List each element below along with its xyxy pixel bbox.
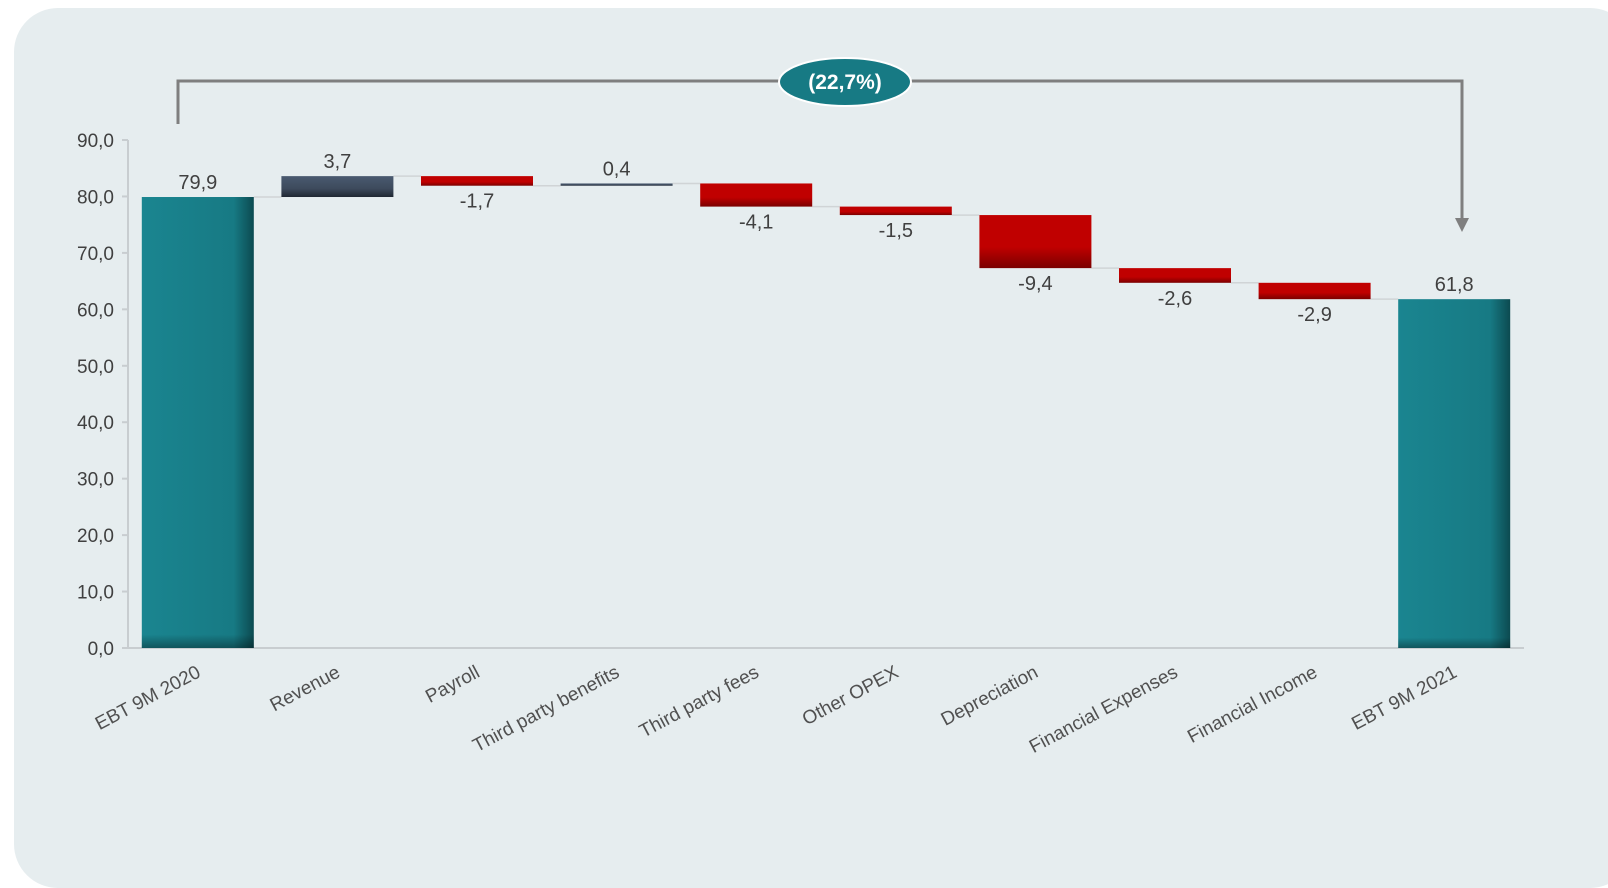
change-badge <box>778 57 912 107</box>
annotation-layer: (22,7%) <box>176 57 1469 232</box>
axis-layer: 0,0 10,0 20,0 30,0 40,0 50,0 60,0 70,0 80,0 90,0 <box>77 131 1524 660</box>
y-tick-label: 60,0 <box>77 300 114 321</box>
y-tick-label: 20,0 <box>77 526 114 547</box>
label-layer: 79,9 EBT 9M 2020 3,7 Revenue -1,7 Payroll 0,4 T… <box>92 151 1474 758</box>
data-label: 79,9 <box>178 172 217 194</box>
bar-increase <box>560 183 673 186</box>
y-tick-label: 80,0 <box>77 187 114 208</box>
bar-decrease <box>1258 282 1371 300</box>
category-label: Depreciation <box>938 662 1042 731</box>
category-label: Other OPEX <box>799 662 902 730</box>
data-label: -2,6 <box>1158 288 1192 310</box>
data-label: 3,7 <box>323 151 351 173</box>
data-label: -4,1 <box>739 212 773 234</box>
y-tick-label: 40,0 <box>77 413 114 434</box>
data-label: -2,9 <box>1297 304 1331 326</box>
data-label: -1,5 <box>879 220 913 242</box>
change-badge-label: (22,7%) <box>808 71 882 94</box>
y-tick-label: 0,0 <box>88 639 114 660</box>
data-label: 61,8 <box>1435 274 1474 296</box>
connector-layer <box>253 175 1399 300</box>
y-tick-label: 30,0 <box>77 470 114 491</box>
waterfall-chart: 0,010,020,030,040,050,060,070,080,090,0 … <box>77 57 1524 758</box>
category-label: EBT 9M 2020 <box>92 662 204 735</box>
data-label: 0,4 <box>603 158 631 180</box>
category-label: Third party fees <box>636 662 762 743</box>
bar-shade <box>141 197 254 648</box>
data-label: -1,7 <box>460 191 494 213</box>
data-label: -9,4 <box>1018 273 1052 295</box>
category-label: Financial Income <box>1184 662 1321 748</box>
bar-decrease <box>839 206 952 216</box>
category-label: Third party benefits <box>469 662 622 757</box>
category-label: Payroll <box>422 662 483 708</box>
y-tick-label: 90,0 <box>77 131 114 152</box>
bar-layer <box>141 176 1511 648</box>
bar-shade <box>1398 299 1511 648</box>
category-label: Revenue <box>267 662 344 716</box>
category-label: Financial Expenses <box>1026 662 1181 758</box>
chart-panel <box>14 8 1608 888</box>
bar-decrease <box>700 183 813 207</box>
category-label: EBT 9M 2021 <box>1348 662 1460 735</box>
y-tick-label: 50,0 <box>77 357 114 378</box>
arrow-head-icon <box>1455 218 1469 232</box>
y-tick-label: 10,0 <box>77 583 114 604</box>
bar-increase <box>281 176 394 198</box>
bar-decrease <box>979 215 1092 269</box>
bar-decrease <box>1119 268 1231 283</box>
bar-decrease <box>421 176 533 186</box>
y-tick-label: 70,0 <box>77 244 114 265</box>
